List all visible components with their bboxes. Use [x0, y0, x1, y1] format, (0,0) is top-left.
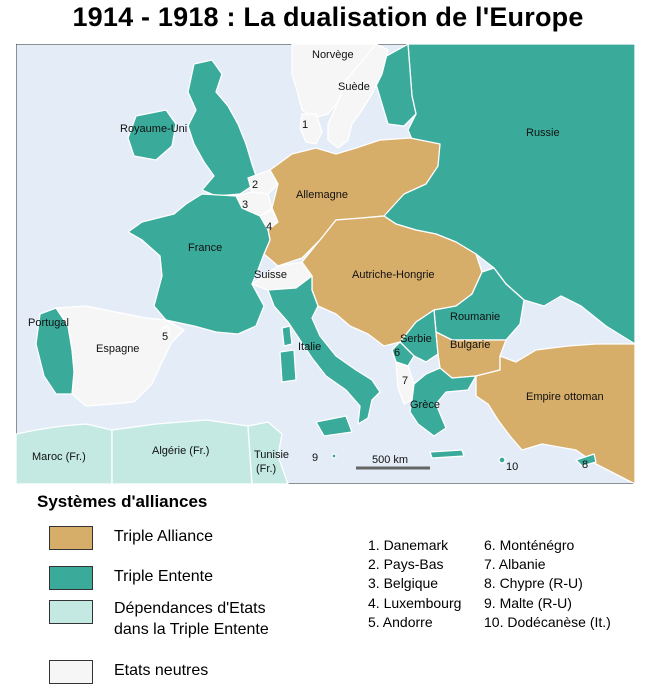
map-number-8: 8 [582, 459, 588, 471]
greece-shape [409, 367, 477, 437]
label-france: France [188, 242, 222, 254]
label-russie: Russie [526, 127, 560, 139]
morocco-shape [16, 423, 113, 484]
legend-label-triple-entente: Triple Entente [114, 568, 214, 585]
note-2: 2. Pays-Bas [368, 556, 444, 572]
europe-map: 500 km Norvège Suède Russie Royaume-Uni … [16, 44, 635, 484]
legend-label-etats-neutres: Etats neutres [114, 662, 209, 679]
note-7: 7. Albanie [484, 556, 546, 572]
label-tunisie: Tunisie [254, 449, 289, 461]
map-number-9: 9 [312, 452, 318, 464]
map-number-7: 7 [402, 375, 408, 387]
label-espagne: Espagne [96, 343, 139, 355]
denmark-shape [299, 113, 323, 145]
swatch-triple-alliance [49, 526, 93, 550]
map-number-1: 1 [302, 119, 308, 131]
sardinia-shape [279, 349, 297, 383]
label-allemagne: Allemagne [296, 189, 348, 201]
map-number-3: 3 [242, 199, 248, 211]
label-norvege: Norvège [312, 49, 354, 61]
label-royaume-uni: Royaume-Uni [120, 123, 187, 135]
legend-label-triple-alliance: Triple Alliance [114, 528, 214, 545]
portugal-shape [35, 307, 75, 395]
label-italie: Italie [298, 341, 321, 353]
label-suisse: Suisse [254, 269, 287, 281]
label-tunisie-fr: (Fr.) [256, 463, 276, 475]
map-number-10: 10 [506, 461, 518, 473]
note-6: 6. Monténégro [484, 537, 575, 553]
map-number-6: 6 [394, 347, 400, 359]
swatch-etats-neutres [49, 660, 93, 684]
note-10: 10. Dodécanèse (It.) [484, 614, 611, 630]
note-9: 9. Malte (R-U) [484, 595, 572, 611]
finland-shape [375, 44, 417, 127]
label-portugal: Portugal [28, 317, 69, 329]
label-autriche-hongrie: Autriche-Hongrie [352, 269, 435, 281]
note-1: 1. Danemark [368, 537, 449, 553]
legend-label-dependances-2: dans la Triple Entente [114, 621, 269, 638]
label-roumanie: Roumanie [450, 311, 500, 323]
label-grece: Grèce [410, 399, 440, 411]
note-4: 4. Luxembourg [368, 595, 462, 611]
swatch-triple-entente [49, 566, 93, 590]
dodecanese-shape [498, 456, 506, 464]
map-number-2: 2 [252, 179, 258, 191]
andorra-shape [161, 325, 171, 335]
ottoman-empire-shape [475, 343, 635, 484]
corsica-shape [281, 325, 293, 347]
label-bulgarie: Bulgarie [450, 339, 490, 351]
tunisia-shape [247, 421, 289, 484]
sicily-shape [315, 415, 353, 437]
netherlands-shape [247, 169, 279, 195]
sweden-shape [327, 44, 389, 149]
great-britain-shape [187, 59, 259, 197]
label-algerie: Algérie (Fr.) [152, 445, 209, 457]
montenegro-shape [391, 341, 415, 367]
malta-shape [331, 453, 337, 459]
map-number-5: 5 [162, 331, 168, 343]
ireland-shape [127, 109, 177, 161]
label-suede: Suède [338, 81, 370, 93]
note-3: 3. Belgique [368, 575, 439, 591]
italy-shape [267, 275, 381, 425]
note-8: 8. Chypre (R-U) [484, 575, 583, 591]
swatch-dependances [49, 600, 93, 624]
legend-label-dependances-1: Dépendances d'Etats [114, 600, 266, 617]
map-title: 1914 - 1918 : La dualisation de l'Europe [72, 2, 584, 32]
note-5: 5. Andorre [368, 614, 433, 630]
legend-title: Systèmes d'alliances [37, 492, 208, 511]
label-empire-ottoman: Empire ottoman [526, 391, 604, 403]
cyprus-shape [575, 453, 597, 467]
label-serbie: Serbie [400, 333, 432, 345]
crete-shape [429, 449, 465, 459]
label-maroc: Maroc (Fr.) [32, 451, 86, 463]
scale-label: 500 km [372, 454, 408, 466]
france-shape [127, 193, 271, 335]
map-number-4: 4 [266, 221, 272, 233]
